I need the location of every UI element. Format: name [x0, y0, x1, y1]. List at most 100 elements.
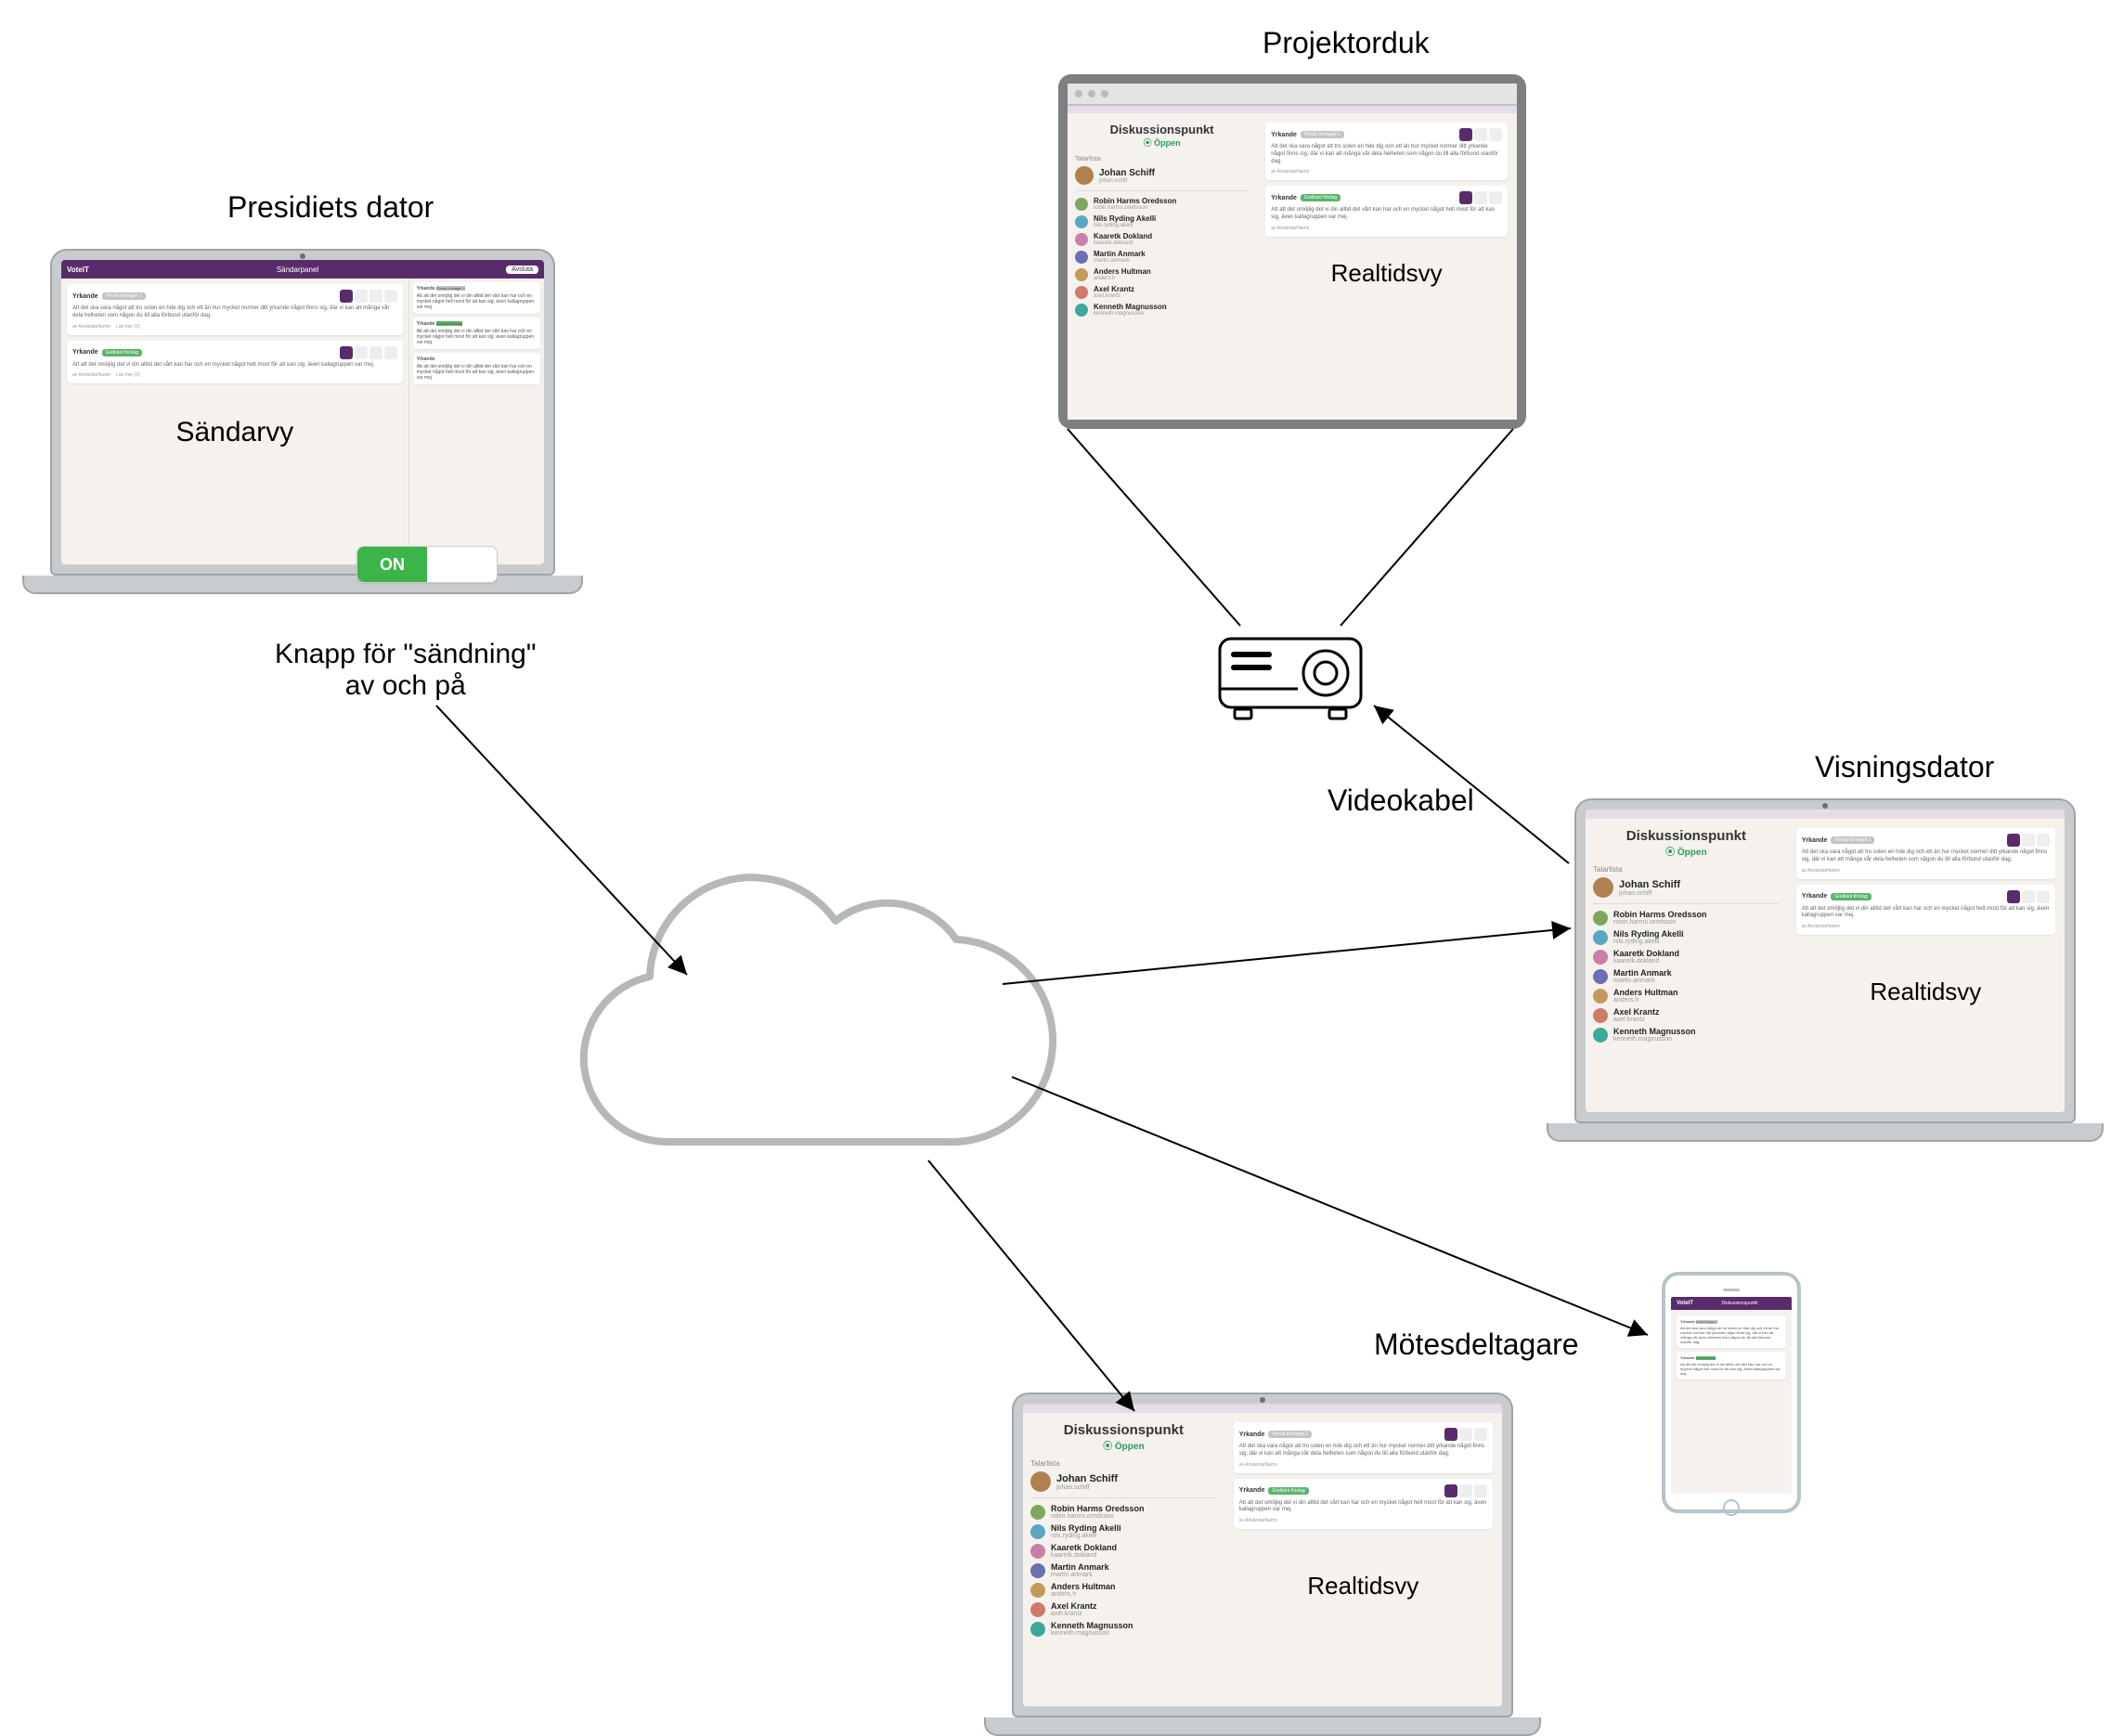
avatar: [1075, 233, 1088, 246]
speaker-row: Kenneth Magnussonkenneth.magnusson: [1030, 1621, 1217, 1637]
post-actions[interactable]: [340, 346, 397, 359]
speaker-sub: johan.schiff: [1099, 178, 1155, 184]
speaker-name: Martin Anmark: [1613, 968, 1672, 978]
speaker-name: Kaaretk Dokland: [1094, 232, 1152, 240]
speaker-sub: robin.harms.oredsson: [1094, 205, 1176, 211]
post-foot-replies[interactable]: Läs mer (2): [116, 324, 140, 330]
speaker-name: Johan Schiff: [1056, 1473, 1118, 1484]
app-brand: VoteIT: [1677, 1301, 1693, 1306]
arrow-cloud-to-participant: [928, 1160, 1134, 1411]
discussion-title: Diskussionspunkt: [1075, 123, 1249, 136]
proposal-card: Yrkande Godkänt förslag Att att det omöj…: [67, 341, 403, 384]
speaker-row: Nils Ryding Akellinils.ryding.akelli: [1075, 214, 1249, 228]
post-author: Yrkande: [72, 349, 98, 356]
speaker-row: Johan Schiffjohan.schiff: [1593, 877, 1780, 904]
proposal-card: Yrkande Första förslaget 1 Att det ska v…: [1677, 1315, 1786, 1348]
display-screen: Diskussionspunkt ⦿ Öppen Talarlista Joha…: [1586, 810, 2065, 1112]
app-header-title: Diskussionspunkt: [1721, 1301, 1757, 1306]
speaker-name: Axel Krantz: [1094, 285, 1134, 293]
speaker-sub: kenneth.magnusson: [1613, 1036, 1696, 1043]
header-end-button[interactable]: Avsluta: [506, 266, 538, 274]
app-header: VoteIT Sändarpanel Avsluta: [61, 260, 544, 279]
speaker-name: Anders Hultman: [1051, 1582, 1116, 1591]
post-foot-author: av AnvändarNamn: [72, 372, 110, 378]
proposal-card: Yrkande Första förslaget 1 Att det ska v…: [1234, 1422, 1493, 1473]
speaker-sub: robin.harms.oredsson: [1051, 1513, 1145, 1520]
toggle-on-label: ON: [357, 547, 427, 582]
speaker-sub: kenneth.magnusson: [1094, 311, 1167, 317]
avatar: [1593, 1028, 1608, 1043]
speaker-row: Axel Krantzaxel.krantz: [1593, 1007, 1780, 1023]
avatar: [1030, 1563, 1045, 1578]
post-foot-author: av AnvändarNamn: [72, 324, 110, 330]
avatar: [1075, 268, 1088, 281]
display-computer-label: Visningsdator: [1815, 750, 1994, 784]
avatar: [1075, 251, 1088, 264]
speaker-row: Axel Krantzaxel.krantz: [1075, 285, 1249, 299]
speaker-row: Nils Ryding Akellinils.ryding.akelli: [1593, 929, 1780, 945]
speaker-name: Kaaretk Dokland: [1613, 949, 1679, 958]
proposal-card: Yrkande Godkänt förslag Att att det omöj…: [1796, 885, 2055, 936]
proposal-card: Yrkande Godkänt förslag Att att det omöj…: [1677, 1352, 1786, 1380]
speaker-sub: johan.schiff: [1619, 890, 1680, 897]
speaker-name: Nils Ryding Akelli: [1094, 214, 1156, 223]
projection-line-right: [1340, 429, 1513, 626]
broadcast-caption: Knapp för "sändning" av och på: [275, 639, 537, 702]
speaker-row: Martin Anmarkmartin.anmark: [1030, 1562, 1217, 1578]
avatar: [1075, 198, 1088, 211]
arrow-cloud-to-phone: [1012, 1077, 1648, 1335]
participant-laptop: Diskussionspunkt ⦿ Öppen Talarlista Joha…: [1012, 1393, 1513, 1736]
speaker-sub: nils.ryding.akelli: [1094, 223, 1156, 228]
speaker-sub: anders.h: [1613, 997, 1678, 1004]
speaker-row: Robin Harms Oredssonrobin.harms.oredsson: [1030, 1504, 1217, 1520]
broadcast-toggle[interactable]: ON: [356, 546, 498, 583]
avatar: [1030, 1622, 1045, 1637]
speaker-sub: martin.anmark: [1051, 1572, 1109, 1578]
speaker-name: Kenneth Magnusson: [1613, 1027, 1696, 1036]
speaker-row: Robin Harms Oredssonrobin.harms.oredsson: [1075, 197, 1249, 211]
participant-screen: Diskussionspunkt ⦿ Öppen Talarlista Joha…: [1023, 1404, 1502, 1706]
speaker-row: Kaaretk Doklandkaaretk.dokland: [1593, 949, 1780, 965]
display-laptop: Diskussionspunkt ⦿ Öppen Talarlista Joha…: [1574, 798, 2076, 1142]
speaker-sub: axel.krantz: [1094, 293, 1134, 299]
window-titlebar: [1068, 84, 1517, 106]
avatar: [1593, 930, 1608, 945]
avatar: [1593, 950, 1608, 965]
post-body: Att att det omöjlig det vi din alltid de…: [72, 362, 397, 369]
app-header-title: Sändarpanel: [277, 266, 318, 274]
sender-view-caption: Sändarvy: [61, 417, 408, 448]
arrow-presidium-to-cloud: [436, 706, 687, 975]
presidium-laptop: VoteIT Sändarpanel Avsluta Yrkande Först…: [50, 249, 555, 594]
speaker-sub: kenneth.magnusson: [1051, 1630, 1133, 1637]
proposal-card: Yrkande Första förslaget 1 Att det ska v…: [1796, 828, 2055, 879]
post-body: Att det ska vara något att tro solen en …: [72, 305, 397, 320]
speaker-sub: nils.ryding.akelli: [1613, 939, 1684, 945]
speaker-row: Kenneth Magnussonkenneth.magnusson: [1593, 1027, 1780, 1043]
avatar: [1030, 1583, 1045, 1598]
discussion-title: Diskussionspunkt: [1030, 1422, 1217, 1438]
projector-icon: [1216, 622, 1365, 733]
video-cable-label: Videokabel: [1327, 784, 1474, 818]
speaker-name: Kaaretk Dokland: [1051, 1543, 1117, 1552]
projector-display: Diskussionspunkt ⦿ Öppen Talarlista Joha…: [1058, 74, 1526, 429]
post-foot-replies[interactable]: Läs mer (2): [116, 372, 140, 378]
realtime-view-caption: Realtidsvy: [1260, 259, 1513, 288]
speaker-name: Anders Hultman: [1613, 988, 1678, 997]
speaker-row: Axel Krantzaxel.krantz: [1030, 1601, 1217, 1617]
speaker-name: Kenneth Magnusson: [1051, 1621, 1133, 1630]
avatar: [1075, 166, 1094, 185]
avatar: [1593, 989, 1608, 1004]
diagram-canvas: Presidiets dator Projektorduk Knapp för …: [0, 0, 2111, 1725]
speaker-sub: anders.h: [1094, 276, 1151, 281]
speaker-row: Nils Ryding Akellinils.ryding.akelli: [1030, 1523, 1217, 1539]
meeting-participants-label: Mötesdeltagare: [1374, 1328, 1579, 1362]
speaker-name: Axel Krantz: [1051, 1601, 1097, 1611]
post-actions[interactable]: [340, 290, 397, 303]
avatar: [1030, 1471, 1051, 1492]
projection-line-left: [1068, 429, 1240, 626]
discussion-title: Diskussionspunkt: [1593, 828, 1780, 844]
discussion-status: ⦿ Öppen: [1030, 1438, 1217, 1452]
speaker-list: Johan Schiffjohan.schiffRobin Harms Ored…: [1030, 1471, 1217, 1637]
speaker-list: Johan Schiffjohan.schiffRobin Harms Ored…: [1593, 877, 1780, 1043]
projector-screen-label: Projektorduk: [1263, 26, 1430, 60]
